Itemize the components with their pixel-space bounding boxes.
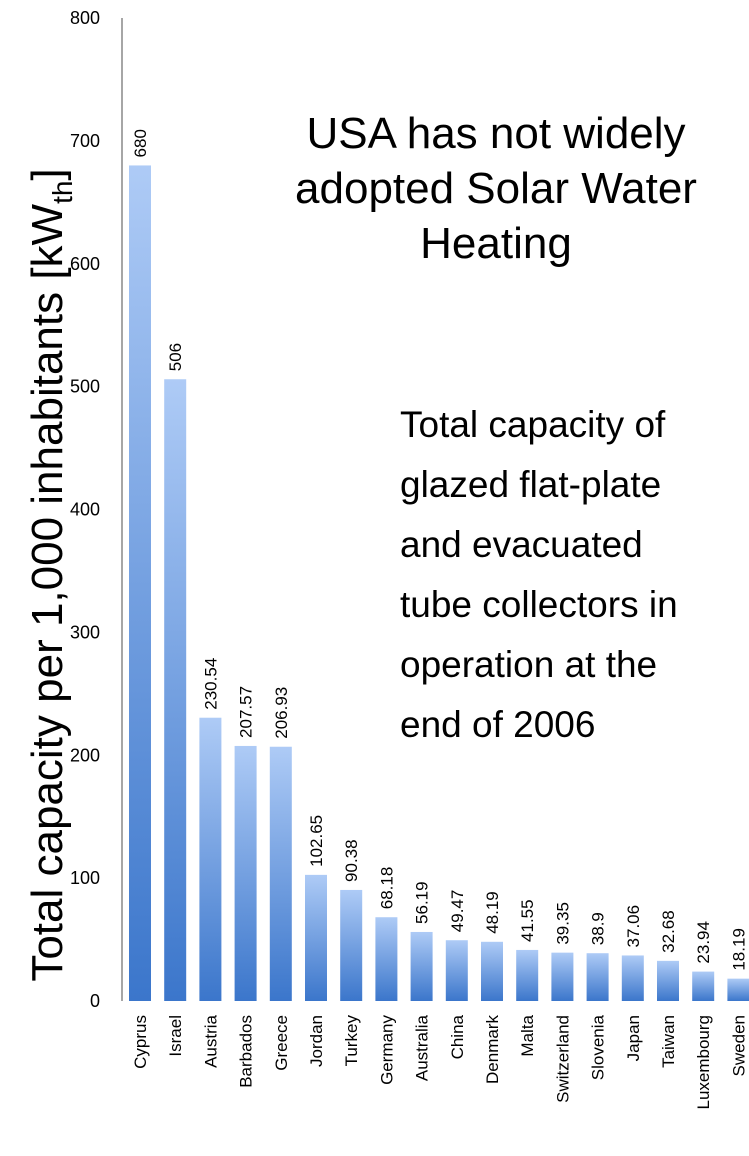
value-label: 18.19: [729, 928, 748, 971]
y-label-end: ]: [23, 168, 72, 180]
x-tick-label: China: [448, 1014, 467, 1059]
bar: [340, 889, 363, 1001]
bar: [305, 874, 327, 1001]
bar: [445, 940, 468, 1001]
annotation-title: adopted Solar Water: [295, 164, 697, 213]
y-tick-label: 700: [70, 131, 100, 151]
x-tick-label: Malta: [518, 1014, 537, 1056]
x-tick-label: Denmark: [483, 1015, 502, 1084]
y-tick-label: 100: [70, 868, 100, 888]
bar: [516, 949, 539, 1001]
value-label: 68.18: [377, 867, 396, 910]
x-tick-label: Turkey: [342, 1015, 361, 1067]
y-label-main: Total capacity per 1,000 inhabitants [kW: [23, 203, 72, 981]
x-tick-label: Japan: [624, 1015, 643, 1061]
y-tick-label: 600: [70, 254, 100, 274]
value-label: 506: [166, 343, 185, 371]
bar: [410, 931, 433, 1001]
annotation-note: Total capacity of: [400, 404, 666, 445]
x-tick-label: Israel: [166, 1015, 185, 1057]
value-label: 90.38: [342, 839, 361, 882]
bar: [692, 971, 715, 1001]
annotation-title: USA has not widely: [306, 109, 685, 158]
x-tick-label: Australia: [413, 1014, 432, 1081]
value-label: 37.06: [624, 905, 643, 948]
y-tick-label: 0: [90, 991, 100, 1011]
x-tick-label: Cyprus: [131, 1015, 150, 1069]
bar: [586, 953, 609, 1001]
y-tick-label: 400: [70, 500, 100, 520]
annotation-note: glazed flat-plate: [400, 464, 661, 505]
bar: [269, 746, 292, 1001]
value-label: 38.9: [589, 912, 608, 945]
annotation-note: and evacuated: [400, 524, 643, 565]
x-tick-label: Germany: [377, 1015, 396, 1085]
y-label-sub: th: [47, 181, 78, 204]
bar: [657, 960, 679, 1001]
x-tick-label: Austria: [201, 1014, 220, 1067]
value-label: 206.93: [272, 687, 291, 739]
x-tick-label: Switzerland: [553, 1015, 572, 1103]
x-tick-label: Jordan: [307, 1015, 326, 1067]
x-tick-label: Taiwan: [659, 1015, 678, 1068]
bar: [164, 379, 187, 1001]
y-tick-label: 800: [70, 8, 100, 28]
value-label: 230.54: [201, 658, 220, 710]
bar: [129, 165, 151, 1001]
value-label: 39.35: [553, 902, 572, 945]
bar: [199, 717, 222, 1001]
bar: [551, 952, 574, 1001]
y-tick-label: 200: [70, 745, 100, 765]
x-tick-label: Slovenia: [589, 1014, 608, 1080]
value-label: 207.57: [237, 686, 256, 738]
annotation-note: end of 2006: [400, 704, 595, 745]
value-label: 32.68: [659, 910, 678, 953]
x-tick-label: Sweden: [729, 1015, 748, 1076]
value-label: 23.94: [694, 921, 713, 964]
y-tick-label: 500: [70, 377, 100, 397]
y-tick-label: 300: [70, 622, 100, 642]
annotation-note: operation at the: [400, 644, 657, 685]
x-tick-label: Greece: [272, 1015, 291, 1071]
value-label: 56.19: [413, 881, 432, 924]
value-label: 680: [131, 129, 150, 157]
value-label: 48.19: [483, 891, 502, 934]
annotation-note: tube collectors in: [400, 584, 678, 625]
bar: [375, 917, 398, 1001]
bar: [621, 955, 644, 1001]
bar: [481, 941, 503, 1001]
value-label: 49.47: [448, 890, 467, 933]
value-label: 102.65: [307, 815, 326, 867]
bar: [727, 978, 749, 1001]
annotation-title: Heating: [420, 219, 572, 268]
x-tick-label: Barbados: [237, 1015, 256, 1088]
value-label: 41.55: [518, 899, 537, 942]
y-axis-label: Total capacity per 1,000 inhabitants [kW…: [23, 168, 78, 981]
x-tick-label: Luxembourg: [694, 1015, 713, 1110]
bar: [234, 745, 257, 1001]
